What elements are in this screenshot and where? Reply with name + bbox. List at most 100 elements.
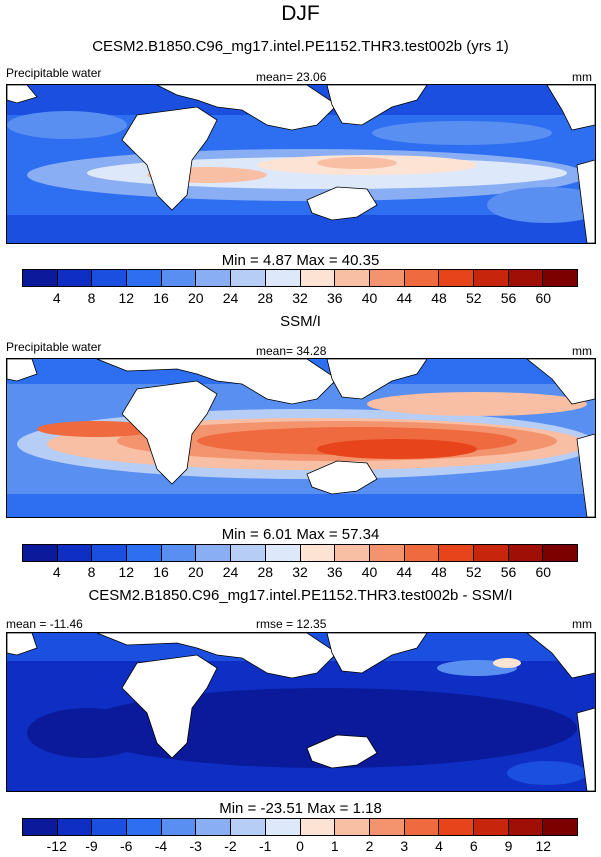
colorbar-swatch bbox=[369, 819, 405, 835]
colorbar-swatch bbox=[508, 819, 544, 835]
colorbar-1 bbox=[22, 269, 578, 287]
colorbar-swatch bbox=[473, 819, 509, 835]
colorbar-tick-label: 36 bbox=[326, 290, 343, 306]
colorbar-tick-label: 4 bbox=[52, 290, 61, 306]
colorbar-swatch bbox=[127, 819, 162, 835]
panel-2-map bbox=[6, 358, 596, 518]
colorbar-swatch bbox=[439, 270, 474, 286]
panel-3-min-max: Min = -23.51 Max = 1.18 bbox=[219, 800, 382, 817]
colorbar-swatch bbox=[57, 545, 93, 561]
colorbar-2-ticks: 4 8 12 16 20 24 28 32 36 40 44 48 52 56 60 bbox=[22, 564, 578, 582]
panel-1-title: CESM2.B1850.C96_mg17.intel.PE1152.THR3.t… bbox=[92, 38, 509, 55]
colorbar-tick-label: 20 bbox=[187, 290, 204, 306]
colorbar-tick-label: 20 bbox=[187, 564, 204, 580]
colorbar-tick-label: 0 bbox=[296, 838, 304, 854]
colorbar-swatch bbox=[543, 270, 577, 286]
panel-3-title: CESM2.B1850.C96_mg17.intel.PE1152.THR3.t… bbox=[88, 587, 513, 604]
colorbar-swatch bbox=[231, 270, 266, 286]
colorbar-tick-label: -12 bbox=[46, 838, 67, 854]
colorbar-swatch bbox=[161, 270, 197, 286]
panel-1-land bbox=[7, 85, 595, 243]
colorbar-2 bbox=[22, 544, 578, 562]
colorbar-swatch bbox=[473, 545, 509, 561]
panel-1-units-label: mm bbox=[572, 70, 592, 84]
colorbar-swatch bbox=[231, 819, 266, 835]
colorbar-tick-label: -3 bbox=[189, 838, 202, 854]
colorbar-3 bbox=[22, 818, 578, 836]
colorbar-tick-label: 60 bbox=[535, 290, 552, 306]
panel-1-variable-label: Precipitable water bbox=[6, 66, 102, 80]
panel-2-units-label: mm bbox=[572, 344, 592, 358]
colorbar-swatch bbox=[161, 545, 197, 561]
colorbar-tick-label: 8 bbox=[87, 290, 96, 306]
colorbar-swatch bbox=[57, 270, 93, 286]
colorbar-tick-label: 44 bbox=[396, 564, 413, 580]
colorbar-tick-label: 8 bbox=[87, 564, 96, 580]
colorbar-swatch bbox=[543, 819, 577, 835]
colorbar-swatch bbox=[404, 270, 440, 286]
colorbar-tick-label: 9 bbox=[504, 838, 513, 854]
colorbar-tick-label: 60 bbox=[535, 564, 552, 580]
colorbar-tick-label: 24 bbox=[222, 564, 239, 580]
panel-2-variable-label: Precipitable water bbox=[6, 340, 102, 354]
colorbar-swatch bbox=[92, 545, 128, 561]
colorbar-tick-label: 36 bbox=[326, 564, 343, 580]
colorbar-swatch bbox=[92, 819, 128, 835]
colorbar-swatch bbox=[300, 270, 336, 286]
colorbar-swatch bbox=[300, 545, 336, 561]
colorbar-tick-label: 2 bbox=[365, 838, 374, 854]
colorbar-tick-label: 40 bbox=[361, 290, 378, 306]
colorbar-tick-label: -2 bbox=[224, 838, 237, 854]
panel-1-mean-label: mean= 23.06 bbox=[256, 70, 327, 84]
colorbar-swatch bbox=[439, 819, 474, 835]
colorbar-swatch bbox=[23, 270, 58, 286]
colorbar-swatch bbox=[335, 545, 370, 561]
colorbar-swatch bbox=[92, 270, 128, 286]
panel-3-mean-label: mean = -11.46 bbox=[6, 617, 83, 631]
panel-3-units-label: mm bbox=[572, 617, 592, 631]
colorbar-tick-label: -1 bbox=[259, 838, 272, 854]
colorbar-swatch bbox=[161, 819, 197, 835]
colorbar-tick-label: 1 bbox=[330, 838, 339, 854]
panel-1-map bbox=[6, 84, 596, 244]
panel-1-min-max: Min = 4.87 Max = 40.35 bbox=[221, 252, 380, 269]
colorbar-swatch bbox=[369, 545, 405, 561]
colorbar-swatch bbox=[23, 819, 58, 835]
colorbar-tick-label: -4 bbox=[154, 838, 168, 854]
panel-2-min-max: Min = 6.01 Max = 57.34 bbox=[221, 526, 380, 543]
colorbar-tick-label: 52 bbox=[465, 290, 482, 306]
colorbar-tick-label: 48 bbox=[431, 290, 447, 306]
panel-2-title: SSM/I bbox=[280, 313, 321, 330]
colorbar-swatch bbox=[127, 270, 162, 286]
colorbar-tick-label: 6 bbox=[469, 838, 478, 854]
colorbar-tick-label: 44 bbox=[396, 290, 413, 306]
colorbar-swatch bbox=[196, 545, 232, 561]
colorbar-swatch bbox=[57, 819, 93, 835]
colorbar-tick-label: 52 bbox=[465, 564, 482, 580]
colorbar-tick-label: 32 bbox=[292, 290, 308, 306]
colorbar-tick-label: 12 bbox=[118, 290, 135, 306]
panel-3-land bbox=[7, 633, 595, 791]
colorbar-swatch bbox=[127, 545, 162, 561]
colorbar-tick-label: 12 bbox=[535, 838, 552, 854]
colorbar-swatch bbox=[473, 270, 509, 286]
colorbar-tick-label: 56 bbox=[500, 564, 517, 580]
colorbar-tick-label: 28 bbox=[257, 564, 274, 580]
colorbar-swatch bbox=[196, 270, 232, 286]
figure-title: DJF bbox=[281, 2, 320, 25]
colorbar-swatch bbox=[508, 270, 544, 286]
colorbar-tick-label: -6 bbox=[120, 838, 133, 854]
colorbar-tick-label: -9 bbox=[85, 838, 98, 854]
colorbar-3-ticks: -12 -9 -6 -4 -3 -2 -1 0 1 2 3 4 6 9 12 bbox=[22, 838, 578, 856]
colorbar-tick-label: 56 bbox=[500, 290, 517, 306]
colorbar-tick-label: 32 bbox=[292, 564, 308, 580]
colorbar-swatch bbox=[439, 545, 474, 561]
colorbar-tick-label: 12 bbox=[118, 564, 135, 580]
colorbar-swatch bbox=[369, 270, 405, 286]
colorbar-tick-label: 28 bbox=[257, 290, 274, 306]
colorbar-tick-label: 40 bbox=[361, 564, 378, 580]
colorbar-swatch bbox=[231, 545, 266, 561]
colorbar-tick-label: 24 bbox=[222, 290, 239, 306]
colorbar-swatch bbox=[265, 819, 301, 835]
colorbar-swatch bbox=[335, 819, 370, 835]
